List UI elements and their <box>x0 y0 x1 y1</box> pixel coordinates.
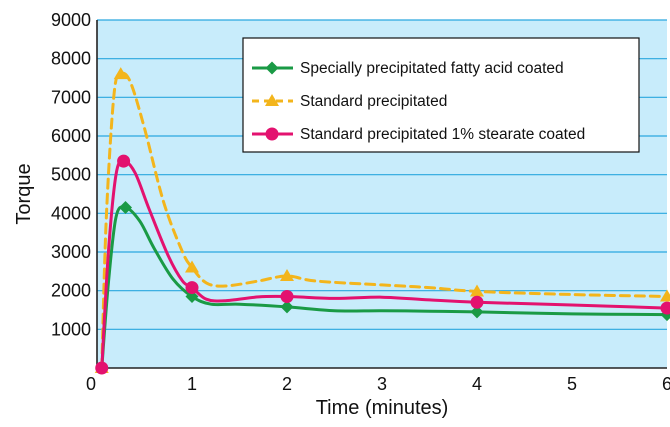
y-tick-label-5000: 5000 <box>51 165 91 185</box>
marker-standard-precipitated-1-stearate-coated-0 <box>95 362 108 375</box>
y-tick-label-9000: 9000 <box>51 10 91 30</box>
x-tick-label-4: 4 <box>472 374 482 394</box>
y-tick-label-3000: 3000 <box>51 242 91 262</box>
y-tick-label-6000: 6000 <box>51 126 91 146</box>
y-tick-label-8000: 8000 <box>51 49 91 69</box>
legend: Specially precipitated fatty acid coated… <box>243 38 639 152</box>
x-tick-label-2: 2 <box>282 374 292 394</box>
y-tick-label-1000: 1000 <box>51 319 91 339</box>
y-tick-labels: 1000 2000 3000 4000 5000 6000 7000 8000 9000 <box>51 10 91 339</box>
legend-marker-standard-precipitated-1-stearate-coated <box>266 128 279 141</box>
x-tick-label-6: 6 <box>662 374 670 394</box>
legend-label-specially-precipitated-fatty-acid-coated: Specially precipitated fatty acid coated <box>300 60 564 77</box>
x-tick-labels: 0 1 2 3 4 5 6 <box>86 374 670 394</box>
marker-standard-precipitated-1-stearate-coated-2 <box>186 281 199 294</box>
y-tick-label-7000: 7000 <box>51 87 91 107</box>
x-axis-title: Time (minutes) <box>316 397 449 419</box>
marker-standard-precipitated-1-stearate-coated-4 <box>471 296 484 309</box>
x-tick-label-3: 3 <box>377 374 387 394</box>
x-tick-label-0: 0 <box>86 374 96 394</box>
y-tick-label-4000: 4000 <box>51 203 91 223</box>
x-tick-label-5: 5 <box>567 374 577 394</box>
marker-standard-precipitated-1-stearate-coated-1 <box>117 155 130 168</box>
legend-label-standard-precipitated: Standard precipitated <box>300 93 447 110</box>
y-tick-label-2000: 2000 <box>51 281 91 301</box>
legend-label-standard-precipitated-1-stearate-coated: Standard precipitated 1% stearate coated <box>300 126 585 143</box>
marker-standard-precipitated-1-stearate-coated-3 <box>281 290 294 303</box>
y-axis-title: Torque <box>13 163 35 224</box>
x-tick-label-1: 1 <box>187 374 197 394</box>
